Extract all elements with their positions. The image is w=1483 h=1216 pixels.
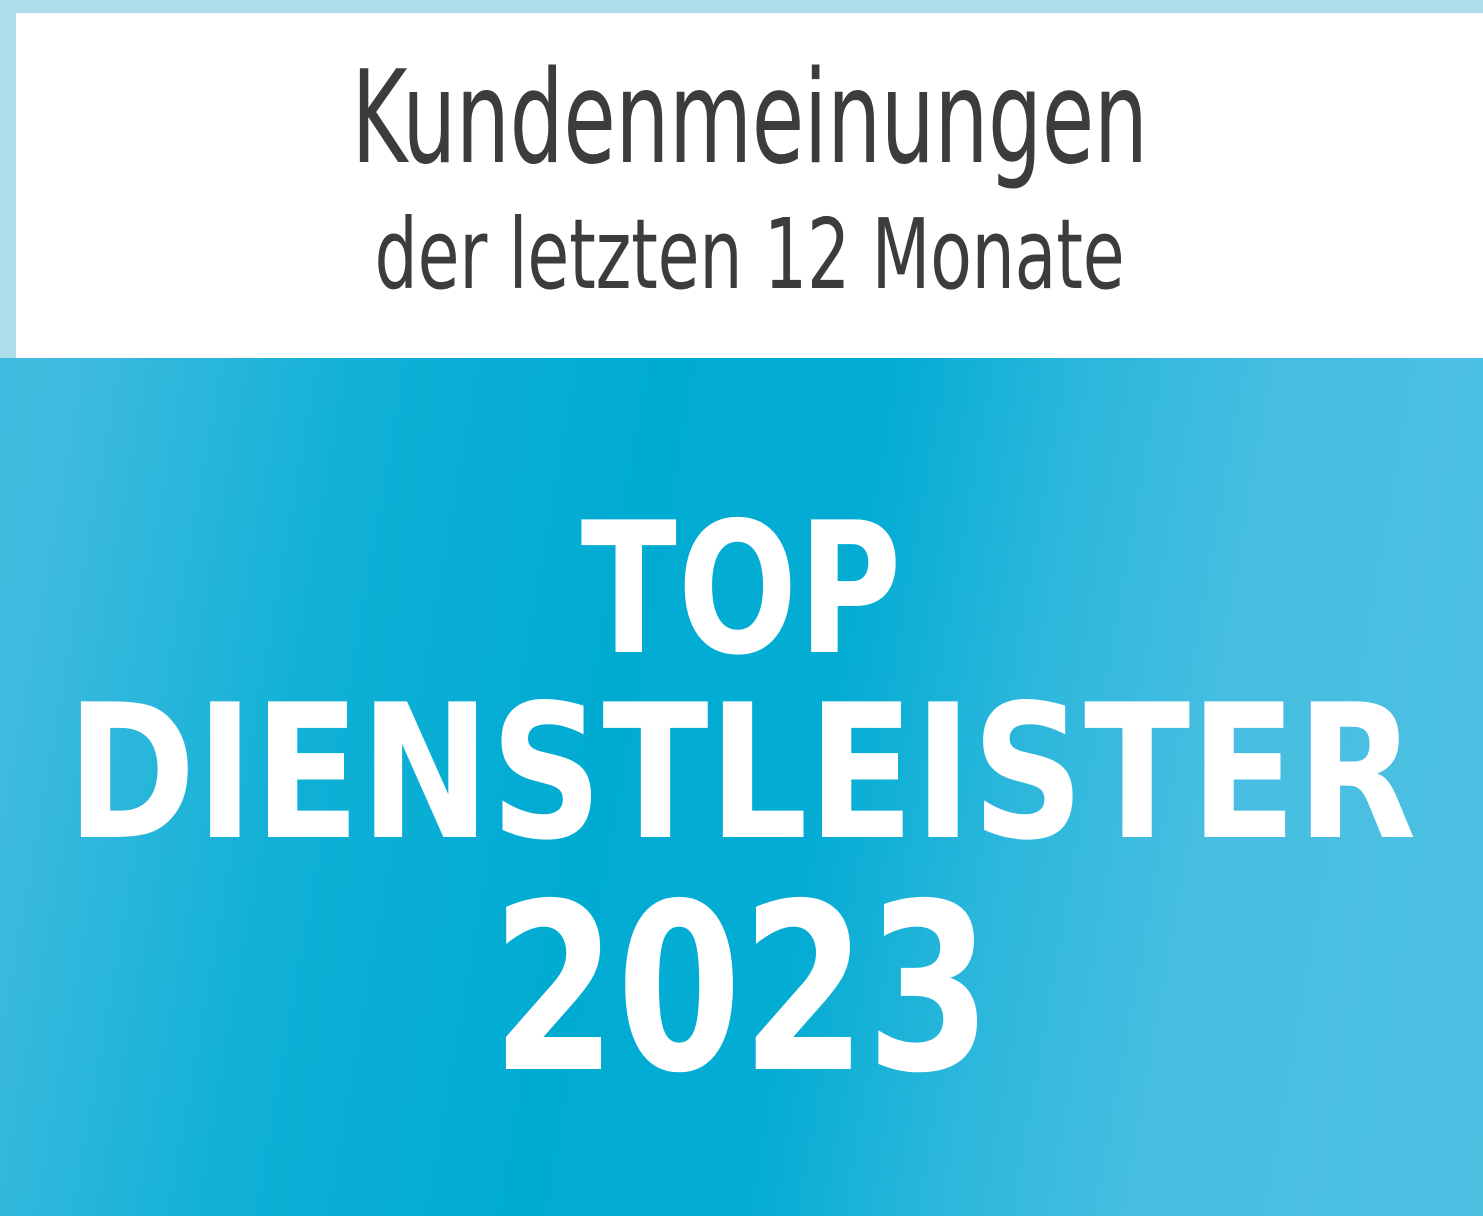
header-subtitle: der letzten 12 Monate xyxy=(374,198,1125,311)
award-year: 2023 xyxy=(491,854,992,1124)
header-panel: Kundenmeinungen der letzten 12 Monate xyxy=(16,13,1483,358)
award-panel: TOP DIENSTLEISTER 2023 xyxy=(0,358,1483,1216)
award-prefix: TOP xyxy=(580,483,903,695)
award-category: DIENSTLEISTER xyxy=(66,664,1417,881)
frame-strip-top xyxy=(0,0,1483,13)
header-title: Kundenmeinungen xyxy=(351,44,1148,193)
award-text-stack: TOP DIENSTLEISTER 2023 xyxy=(0,358,1483,1216)
frame-strip-left xyxy=(0,0,16,358)
